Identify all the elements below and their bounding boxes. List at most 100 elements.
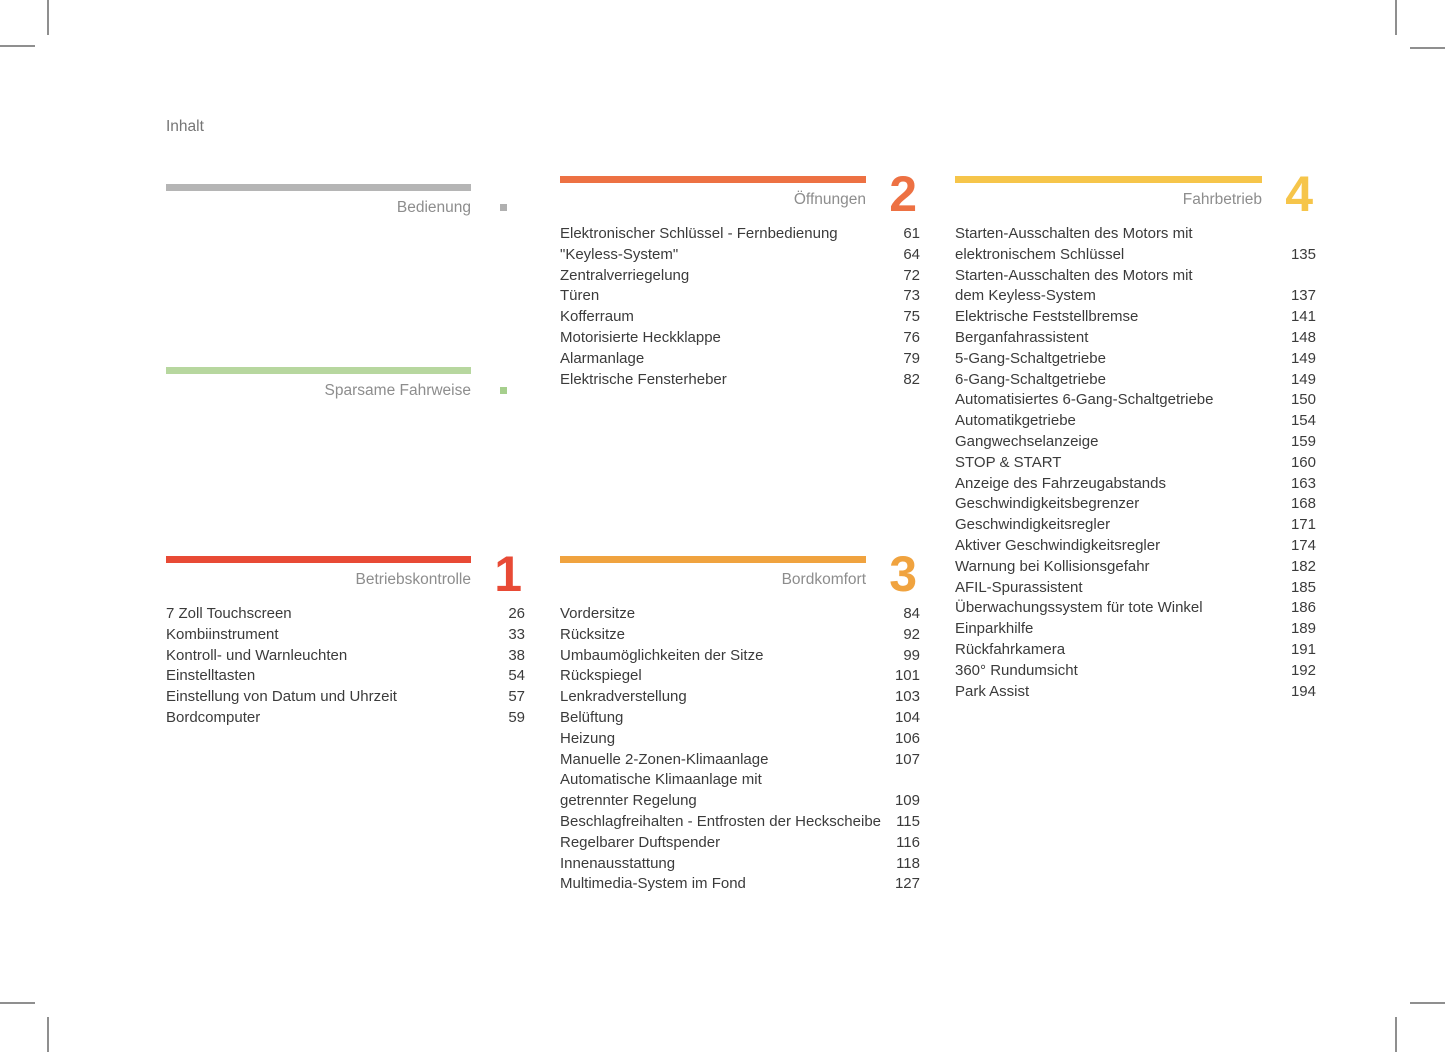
toc-item-page-number: 171 (1290, 516, 1316, 534)
toc-item: Heizung 106 (560, 729, 920, 750)
toc-item: Einstellung von Datum und Uhrzeit 57 (166, 687, 525, 708)
toc-item-label: Kofferraum (560, 308, 634, 326)
toc-item-page-number: 75 (903, 308, 920, 326)
toc-item-label: Rücksitze (560, 625, 626, 643)
toc-item: Lenkradverstellung 103 (560, 687, 920, 708)
toc-item-label: Geschwindigkeitsregler (955, 516, 1111, 534)
toc-item-label: Elektronischer Schlüssel - Fernbedienung (560, 225, 838, 242)
crop-mark (47, 1017, 49, 1052)
crop-mark (1410, 1002, 1445, 1004)
toc-item: Gangwechselanzeige 159 (955, 432, 1316, 453)
toc-item-label: Einstellung von Datum und Uhrzeit (166, 688, 397, 706)
section-bar (560, 176, 866, 183)
section-label: Bedienung (396, 199, 471, 216)
toc-item-list: Starten-Ausschalten des Motors mit elekt… (955, 224, 1316, 702)
toc-item: Park Assist 194 (955, 682, 1316, 703)
toc-item-label: Anzeige des Fahrzeugabstands (955, 474, 1166, 492)
toc-item: Warnung bei Kollisionsgefahr 182 (955, 557, 1316, 578)
toc-item: 5-Gang-Schaltgetriebe 149 (955, 349, 1316, 370)
toc-item: Kontroll- und Warnleuchten 38 (166, 646, 525, 667)
toc-item-page-number: 149 (1290, 370, 1316, 388)
toc-item: Manuelle 2-Zonen-Klimaanlage 107 (560, 750, 920, 771)
toc-item-label: Rückspiegel (560, 667, 642, 685)
toc-item: Einstelltasten 54 (166, 666, 525, 687)
toc-item: Aktiver Geschwindigkeitsregler 174 (955, 536, 1316, 557)
toc-item-label: Elektrische Fensterheber (560, 370, 727, 388)
section-bordkomfort: Bordkomfort 3 Vordersitze 84 Rücksitze 92 Um… (560, 549, 920, 895)
toc-item-label: Zentralverriegelung (560, 266, 690, 284)
toc-item-page-number: 115 (896, 812, 920, 830)
toc-item: Anzeige des Fahrzeugabstands 163 (955, 474, 1316, 495)
toc-item: Elektronischer Schlüssel - Fernbedienung… (560, 224, 920, 245)
toc-item-label: 360° Rundumsicht (955, 661, 1078, 679)
toc-item-label: Heizung (560, 729, 616, 747)
toc-item-page-number: 79 (903, 349, 920, 367)
toc-item-label: Berganfahrassistent (955, 328, 1089, 346)
toc-item: Vordersitze 84 (560, 604, 920, 625)
toc-item: Einparkhilfe 189 (955, 619, 1316, 640)
section-bedienung: Bedienung (166, 184, 525, 218)
toc-item-label: Geschwindigkeitsbegrenzer (955, 495, 1140, 513)
toc-item-page-number: 82 (903, 370, 920, 388)
toc-item-page-number: 137 (1290, 287, 1316, 305)
section-bar (955, 176, 1262, 183)
toc-item-page-number: 106 (894, 729, 920, 747)
toc-item-page-number: 186 (1290, 599, 1316, 617)
toc-item-page-number: 141 (1290, 308, 1316, 326)
toc-item: Elektrische Feststellbremse 141 (955, 307, 1316, 328)
toc-item: 7 Zoll Touchscreen 26 (166, 604, 525, 625)
toc-item-page-number: 194 (1290, 682, 1316, 700)
toc-item-page-number: 189 (1290, 620, 1316, 638)
toc-item-page-number: 84 (903, 605, 920, 622)
toc-item-page-number: 185 (1290, 578, 1316, 596)
toc-item-page-number: 182 (1290, 557, 1316, 575)
toc-item-label: 5-Gang-Schaltgetriebe (955, 349, 1106, 367)
toc-item: Zentralverriegelung 72 (560, 266, 920, 287)
toc-item: Umbaumöglichkeiten der Sitze 99 (560, 646, 920, 667)
section-bar (166, 184, 471, 191)
section-oeffnungen: Öffnungen 2 Elektronischer Schlüssel - F… (560, 169, 920, 390)
chapter-number: 1 (494, 546, 522, 602)
toc-item-page-number: 73 (903, 287, 920, 305)
toc-item-page-number: 109 (894, 792, 920, 810)
chapter-number: 2 (889, 166, 917, 222)
toc-item-page-number: 76 (903, 328, 920, 346)
toc-item: Automatisiertes 6-Gang-Schaltgetriebe 150 (955, 390, 1316, 411)
toc-item-page-number: 116 (896, 833, 920, 851)
toc-item: Geschwindigkeitsbegrenzer 168 (955, 494, 1316, 515)
crop-mark (47, 0, 49, 35)
toc-item-page-number: 150 (1290, 391, 1316, 409)
toc-item-label: Vordersitze (560, 605, 636, 622)
toc-item-label: Elektrische Feststellbremse (955, 308, 1139, 326)
toc-item-page-number: 107 (894, 750, 920, 768)
toc-item-label: Aktiver Geschwindigkeitsregler (955, 536, 1161, 554)
toc-item-page-number: 64 (903, 245, 920, 263)
toc-item-page-number: 54 (508, 667, 525, 685)
chapter-number: 4 (1285, 166, 1313, 222)
toc-item-page-number: 174 (1290, 536, 1316, 554)
section-label: Bordkomfort (781, 571, 866, 588)
toc-item-page-number: 57 (508, 688, 525, 706)
toc-item: Rücksitze 92 (560, 625, 920, 646)
toc-item: 360° Rundumsicht 192 (955, 661, 1316, 682)
toc-item: STOP & START 160 (955, 453, 1316, 474)
toc-item-page-number: 61 (903, 225, 920, 242)
toc-item-label: Überwachungssystem für tote Winkel (955, 599, 1203, 617)
toc-item: Bordcomputer 59 (166, 708, 525, 729)
toc-item: Innenausstattung 118 (560, 854, 920, 875)
toc-item-label: Warnung bei Kollisionsgefahr (955, 557, 1150, 575)
section-label: Sparsame Fahrweise (324, 382, 471, 399)
toc-item-label: Umbaumöglichkeiten der Sitze (560, 646, 764, 664)
section-bar (560, 556, 866, 563)
toc-item-label: Kombiinstrument (166, 625, 279, 643)
section-marker-square (500, 387, 507, 394)
toc-item: Überwachungssystem für tote Winkel 186 (955, 598, 1316, 619)
toc-item-page-number: 135 (1290, 245, 1316, 263)
toc-item-page-number: 101 (894, 667, 920, 685)
toc-item-label: AFIL-Spurassistent (955, 578, 1083, 596)
toc-item-label: Manuelle 2-Zonen-Klimaanlage (560, 750, 769, 768)
section-bar (166, 556, 471, 563)
section-marker-square (500, 204, 507, 211)
toc-item-label: Regelbarer Duftspender (560, 833, 721, 851)
